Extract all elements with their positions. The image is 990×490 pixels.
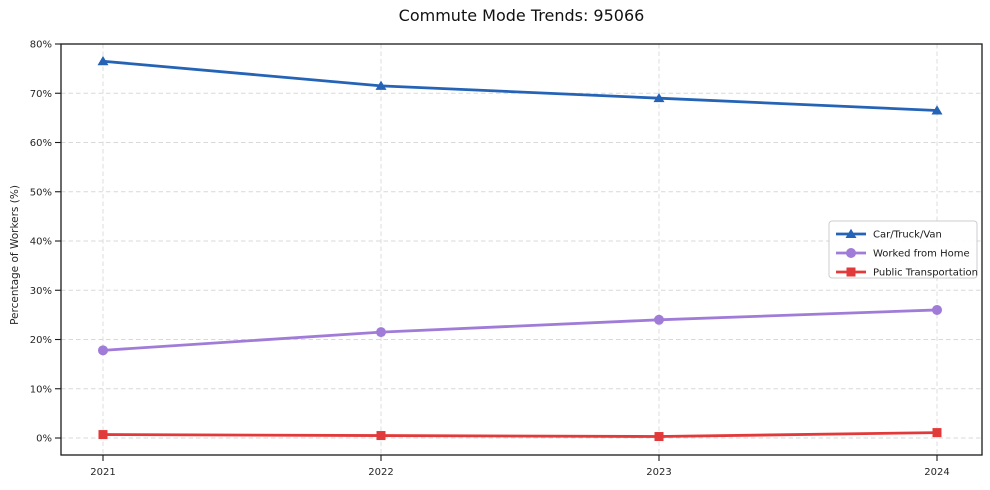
series-public-transportation-square-marker <box>98 430 108 440</box>
x-tick-label: 2023 <box>646 467 671 478</box>
series-car-truck-van-triangle-up-marker <box>931 105 943 115</box>
series-line-worked-from-home <box>101 308 939 352</box>
y-tick-label: 80% <box>30 40 52 51</box>
legend-car-truck-van-triangle-up-marker <box>845 228 857 238</box>
chart-title: Commute Mode Trends: 95066 <box>398 6 645 25</box>
y-tick-label: 20% <box>30 335 52 346</box>
x-tick-label: 2021 <box>90 467 115 478</box>
series-car-truck-van-triangle-up-marker <box>97 56 109 66</box>
series-line-public-transportation <box>101 431 939 438</box>
y-tick-label: 50% <box>30 187 52 198</box>
series-line-car-truck-van <box>101 59 939 112</box>
series-public-transportation-square-marker <box>376 431 386 441</box>
y-tick-label: 30% <box>30 286 52 297</box>
legend-label-worked-from-home: Worked from Home <box>873 249 970 260</box>
y-tick-label: 40% <box>30 237 52 248</box>
series-car-truck-van-triangle-up-marker <box>653 92 665 103</box>
y-tick-label: 70% <box>30 89 52 100</box>
y-tick-label: 0% <box>36 434 52 445</box>
legend-public-transportation-square-marker <box>846 267 856 277</box>
series-worked-from-home-circle-marker <box>932 304 942 315</box>
plot-border <box>60 43 983 456</box>
y-tick-label: 60% <box>30 138 52 149</box>
series-public-transportation-square-marker <box>932 428 942 438</box>
series-public-transportation-square-marker <box>654 432 664 442</box>
x-tick-label: 2022 <box>368 467 393 478</box>
legend-worked-from-home-circle-marker <box>846 248 856 258</box>
y-tick-label: 10% <box>30 384 52 395</box>
legend-label-car-truck-van: Car/Truck/Van <box>873 230 942 241</box>
series-worked-from-home-circle-marker <box>654 314 664 325</box>
series-worked-from-home-circle-marker <box>376 327 386 338</box>
series-worked-from-home-circle-marker <box>98 345 108 356</box>
x-tick-label: 2024 <box>924 467 949 478</box>
legend-label-public-transportation: Public Transportation <box>873 268 978 279</box>
series-car-truck-van-triangle-up-marker <box>375 80 387 90</box>
